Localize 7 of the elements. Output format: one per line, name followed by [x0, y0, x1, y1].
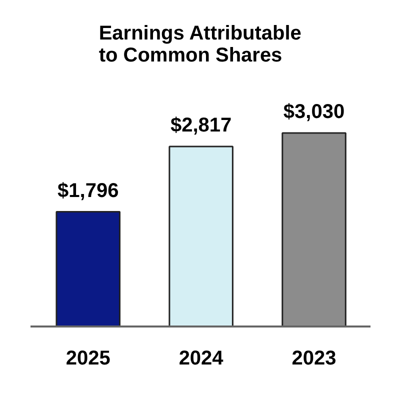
x-tick-label: 2023 [292, 348, 336, 370]
data-label: $1,796 [58, 180, 119, 202]
data-label: $2,817 [170, 114, 232, 137]
data-label: $3,030 [283, 100, 345, 123]
chart-title: Earnings Attributable to Common Shares [98, 22, 302, 66]
x-tick-label: 2024 [178, 348, 224, 370]
x-tick-label: 2025 [66, 348, 110, 370]
